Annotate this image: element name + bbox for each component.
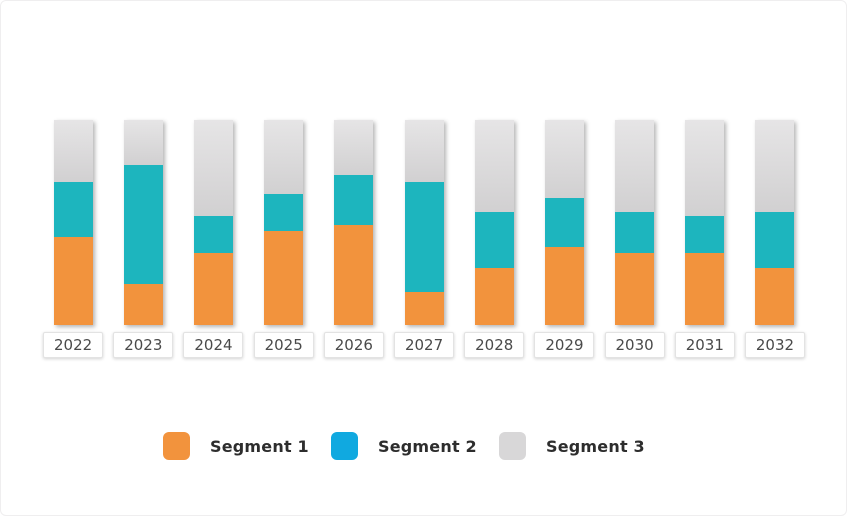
category-label-cell-2031: 2031 — [670, 332, 740, 358]
bar-2024-segment-3 — [193, 120, 233, 217]
bar-2025-segment-1 — [264, 230, 304, 325]
bar-2031-segment-3 — [685, 120, 725, 217]
bar-2027-segment-3 — [404, 120, 444, 182]
category-label-cell-2022: 2022 — [38, 332, 108, 358]
bar-2023-segment-3 — [123, 120, 163, 166]
bars-row — [38, 120, 810, 325]
bar-2032-segment-3 — [755, 120, 795, 213]
legend-label: Segment 1 — [210, 436, 309, 456]
legend-item-segment-3[interactable]: Segment 3 — [499, 432, 667, 460]
bar-2030-segment-1 — [615, 253, 655, 325]
bar-column-2032 — [740, 120, 810, 325]
legend-label: Segment 3 — [546, 436, 645, 456]
bar-2028-segment-2 — [474, 212, 514, 268]
legend-swatch-segment-2 — [331, 432, 358, 460]
category-label-2031: 2031 — [674, 332, 735, 358]
category-label-2026: 2026 — [323, 332, 384, 358]
category-label-cell-2023: 2023 — [108, 332, 178, 358]
category-label-2028: 2028 — [464, 332, 525, 358]
category-label-2024: 2024 — [183, 332, 244, 358]
bar-2022-segment-1 — [53, 236, 93, 325]
bar-2024 — [193, 120, 233, 325]
bar-2025-segment-3 — [264, 120, 304, 194]
category-label-cell-2027: 2027 — [389, 332, 459, 358]
category-label-cell-2024: 2024 — [178, 332, 248, 358]
bar-column-2024 — [178, 120, 248, 325]
bar-2029-segment-2 — [544, 197, 584, 248]
category-label-2025: 2025 — [253, 332, 314, 358]
bar-column-2026 — [319, 120, 389, 325]
legend-swatch-segment-3 — [499, 432, 526, 460]
bar-column-2027 — [389, 120, 459, 325]
category-label-cell-2032: 2032 — [740, 332, 810, 358]
legend-item-segment-1[interactable]: Segment 1 — [163, 432, 331, 460]
bar-2023 — [123, 120, 163, 325]
bar-2032 — [755, 120, 795, 325]
category-label-cell-2026: 2026 — [319, 332, 389, 358]
bar-2030-segment-3 — [615, 120, 655, 213]
bar-2030 — [615, 120, 655, 325]
bar-column-2031 — [670, 120, 740, 325]
bar-column-2028 — [459, 120, 529, 325]
bar-2024-segment-1 — [193, 253, 233, 325]
bar-2027-segment-1 — [404, 292, 444, 325]
category-label-2032: 2032 — [744, 332, 805, 358]
category-label-2022: 2022 — [43, 332, 104, 358]
bar-2028-segment-1 — [474, 267, 514, 325]
legend-swatch-segment-1 — [163, 432, 190, 460]
bar-2025 — [264, 120, 304, 325]
category-label-2030: 2030 — [604, 332, 665, 358]
category-label-2027: 2027 — [394, 332, 455, 358]
bar-2029 — [544, 120, 584, 325]
bar-2026-segment-3 — [334, 120, 374, 176]
bar-2024-segment-2 — [193, 216, 233, 254]
bar-2029-segment-3 — [544, 120, 584, 198]
legend: Segment 1 Segment 2 Segment 3 — [163, 432, 667, 460]
category-label-2029: 2029 — [534, 332, 595, 358]
legend-label: Segment 2 — [378, 436, 477, 456]
bar-2032-segment-2 — [755, 212, 795, 268]
bar-column-2022 — [38, 120, 108, 325]
bar-2031 — [685, 120, 725, 325]
bar-2026-segment-1 — [334, 224, 374, 325]
bar-2026 — [334, 120, 374, 325]
category-label-cell-2029: 2029 — [529, 332, 599, 358]
category-label-cell-2025: 2025 — [249, 332, 319, 358]
category-label-cell-2028: 2028 — [459, 332, 529, 358]
bar-2031-segment-2 — [685, 216, 725, 254]
bar-column-2025 — [249, 120, 319, 325]
bar-2029-segment-1 — [544, 247, 584, 325]
bar-2022-segment-2 — [53, 181, 93, 237]
category-label-cell-2030: 2030 — [600, 332, 670, 358]
bar-2026-segment-2 — [334, 175, 374, 225]
bar-2032-segment-1 — [755, 267, 795, 325]
bar-2028-segment-3 — [474, 120, 514, 213]
bar-2025-segment-2 — [264, 193, 304, 231]
bar-2031-segment-1 — [685, 253, 725, 325]
bar-2023-segment-2 — [123, 165, 163, 284]
category-label-2023: 2023 — [113, 332, 174, 358]
bar-column-2030 — [600, 120, 670, 325]
bar-column-2023 — [108, 120, 178, 325]
legend-item-segment-2[interactable]: Segment 2 — [331, 432, 499, 460]
bar-2027 — [404, 120, 444, 325]
bar-2028 — [474, 120, 514, 325]
bar-2030-segment-2 — [615, 212, 655, 254]
bar-2022 — [53, 120, 93, 325]
category-labels-row: 2022 2023 2024 2025 2026 2027 2028 2029 2030 2031… — [38, 332, 810, 358]
bar-column-2029 — [529, 120, 599, 325]
bar-2022-segment-3 — [53, 120, 93, 182]
bar-2023-segment-1 — [123, 283, 163, 325]
bar-2027-segment-2 — [404, 181, 444, 293]
